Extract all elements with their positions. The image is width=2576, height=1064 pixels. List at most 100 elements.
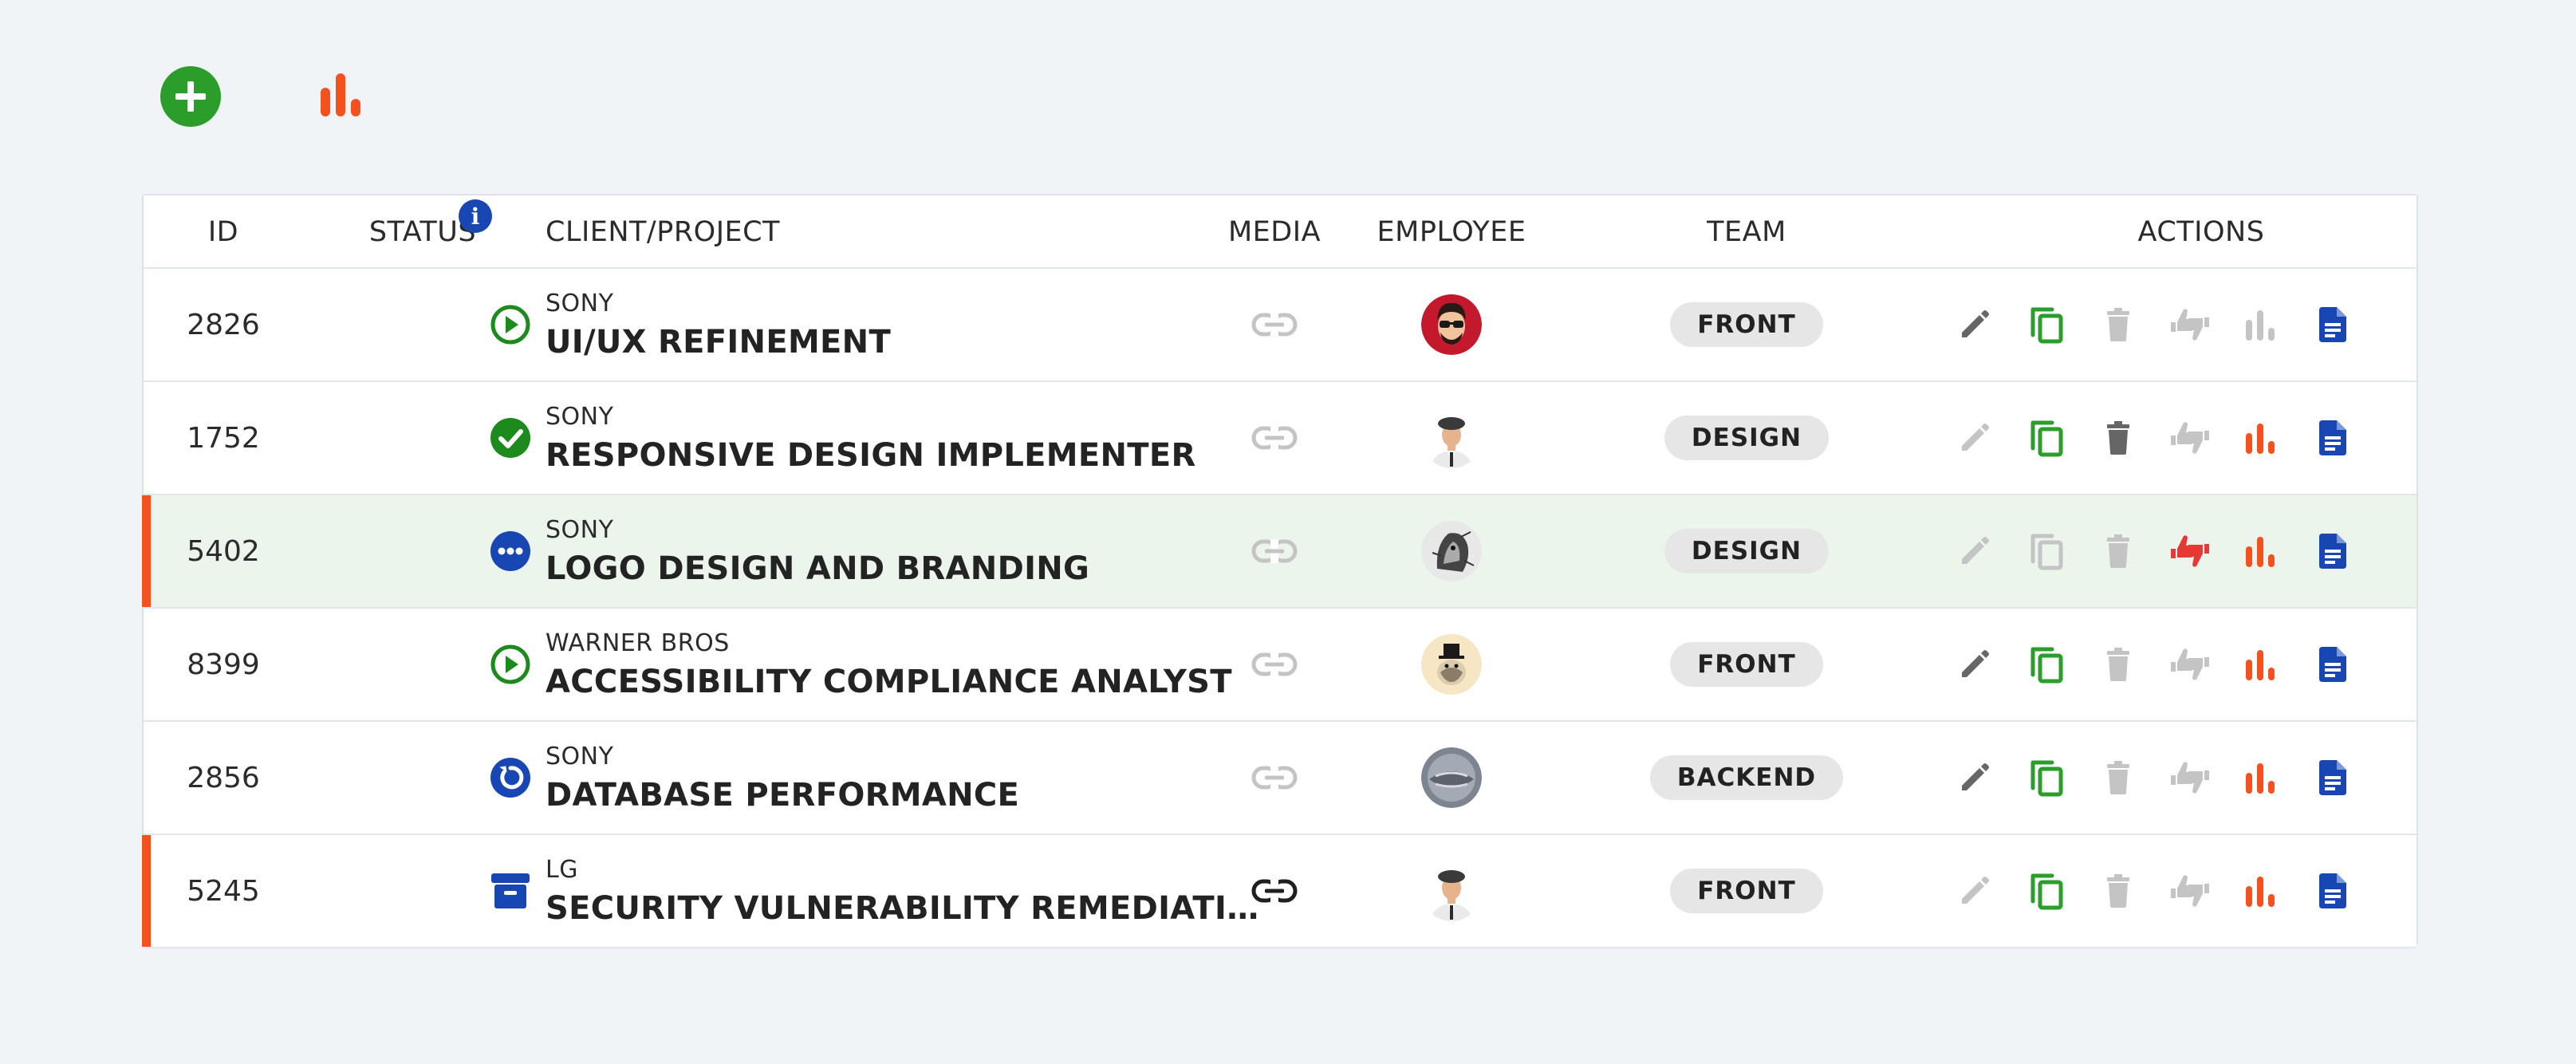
edit-icon[interactable] [1951, 754, 1999, 802]
client-name: WARNER BROS [546, 629, 730, 657]
copy-icon[interactable] [2023, 414, 2070, 462]
copy-icon[interactable] [2023, 867, 2070, 915]
copy-icon[interactable] [2023, 754, 2070, 802]
table-row[interactable]: 5245 LG SECURITY VULNERABILITY REMEDIATI… [142, 835, 2416, 948]
table-row[interactable]: 2856 SONY DATABASE PERFORMANCE BACKEND [144, 722, 2416, 835]
team-cell: FRONT [1627, 269, 1866, 380]
stats-button[interactable] [311, 67, 370, 126]
client-project: SONY RESPONSIVE DESIGN IMPLEMENTER [546, 382, 1311, 494]
document-icon[interactable] [2308, 754, 2356, 802]
table-row[interactable]: 8399 WARNER BROS ACCESSIBILITY COMPLIANC… [144, 609, 2416, 722]
client-project: SONY UI/UX REFINEMENT [546, 269, 1311, 380]
vote-thumbs-icon[interactable] [2166, 301, 2214, 349]
bar-chart-icon[interactable] [2236, 867, 2284, 915]
project-name[interactable]: DATABASE PERFORMANCE [546, 776, 1020, 814]
info-icon[interactable]: i [459, 199, 492, 233]
avatar[interactable] [1421, 634, 1482, 695]
delete-icon[interactable] [2094, 867, 2142, 915]
vote-thumbs-icon[interactable] [2166, 414, 2214, 462]
projects-table: ID STATUS i CLIENT/PROJECT MEDIA EMPLOYE… [142, 194, 2418, 948]
avatar[interactable] [1421, 747, 1482, 808]
avatar[interactable] [1421, 408, 1482, 468]
link-icon[interactable] [1235, 382, 1314, 494]
delete-icon[interactable] [2094, 527, 2142, 575]
play-circle-icon[interactable] [479, 609, 542, 720]
link-icon[interactable] [1235, 835, 1314, 947]
copy-icon[interactable] [2023, 301, 2070, 349]
play-circle-icon[interactable] [479, 269, 542, 380]
team-badge: BACKEND [1649, 755, 1844, 800]
copy-icon[interactable] [2023, 640, 2070, 688]
row-id: 8399 [187, 648, 260, 681]
delete-icon[interactable] [2094, 414, 2142, 462]
edit-icon[interactable] [1951, 640, 1999, 688]
employee-cell [1404, 495, 1499, 607]
link-icon[interactable] [1235, 722, 1314, 833]
delete-icon[interactable] [2094, 301, 2142, 349]
client-project: WARNER BROS ACCESSIBILITY COMPLIANCE ANA… [546, 609, 1311, 720]
vote-thumbs-icon[interactable] [2166, 640, 2214, 688]
edit-icon[interactable] [1951, 867, 1999, 915]
restart-circle-icon[interactable] [479, 722, 542, 833]
check-circle-icon[interactable] [479, 382, 542, 494]
team-badge: DESIGN [1664, 416, 1830, 460]
plus-icon [175, 81, 206, 112]
document-icon[interactable] [2308, 414, 2356, 462]
row-id: 5245 [187, 874, 260, 908]
project-name[interactable]: SECURITY VULNERABILITY REMEDIATI… [546, 889, 1259, 927]
more-circle-icon[interactable] [479, 495, 542, 607]
avatar[interactable] [1421, 294, 1482, 355]
archive-icon[interactable] [479, 835, 542, 947]
link-icon[interactable] [1235, 495, 1314, 607]
bar-chart-icon[interactable] [2236, 754, 2284, 802]
row-flag [142, 835, 151, 947]
delete-icon[interactable] [2094, 640, 2142, 688]
client-name: SONY [546, 289, 614, 317]
bar-chart-icon[interactable] [2236, 640, 2284, 688]
table-row[interactable]: 5402 SONY LOGO DESIGN AND BRANDING DESIG… [142, 495, 2416, 609]
add-button[interactable] [160, 66, 221, 127]
bar-chart-icon[interactable] [2236, 301, 2284, 349]
row-id: 5402 [187, 534, 260, 568]
link-icon[interactable] [1235, 269, 1314, 380]
team-cell: FRONT [1627, 835, 1866, 947]
edit-icon[interactable] [1951, 414, 1999, 462]
client-name: LG [546, 855, 578, 884]
row-id: 1752 [187, 421, 260, 455]
team-cell: FRONT [1627, 609, 1866, 720]
link-icon[interactable] [1235, 609, 1314, 720]
document-icon[interactable] [2308, 527, 2356, 575]
employee-cell [1404, 609, 1499, 720]
header-client-project: CLIENT/PROJECT [546, 216, 780, 248]
vote-thumbs-icon[interactable] [2166, 527, 2214, 575]
header-id: ID [207, 216, 239, 248]
vote-thumbs-icon[interactable] [2166, 754, 2214, 802]
bar-chart-icon [321, 73, 360, 116]
vote-thumbs-icon[interactable] [2166, 867, 2214, 915]
edit-icon[interactable] [1951, 301, 1999, 349]
employee-cell [1404, 269, 1499, 380]
bar-chart-icon[interactable] [2236, 414, 2284, 462]
document-icon[interactable] [2308, 867, 2356, 915]
bar-chart-icon[interactable] [2236, 527, 2284, 575]
table-row[interactable]: 2826 SONY UI/UX REFINEMENT FRONT [144, 269, 2416, 382]
delete-icon[interactable] [2094, 754, 2142, 802]
document-icon[interactable] [2308, 640, 2356, 688]
table-row[interactable]: 1752 SONY RESPONSIVE DESIGN IMPLEMENTER … [144, 382, 2416, 495]
row-id: 2856 [187, 761, 260, 794]
avatar[interactable] [1421, 521, 1482, 581]
avatar[interactable] [1421, 861, 1482, 921]
project-name[interactable]: UI/UX REFINEMENT [546, 323, 892, 361]
edit-icon[interactable] [1951, 527, 1999, 575]
employee-cell [1404, 835, 1499, 947]
project-name[interactable]: LOGO DESIGN AND BRANDING [546, 550, 1090, 587]
project-name[interactable]: ACCESSIBILITY COMPLIANCE ANALYST [546, 663, 1232, 700]
team-badge: FRONT [1670, 642, 1823, 687]
copy-icon[interactable] [2023, 527, 2070, 575]
document-icon[interactable] [2308, 301, 2356, 349]
team-badge: FRONT [1670, 302, 1823, 347]
project-name[interactable]: RESPONSIVE DESIGN IMPLEMENTER [546, 436, 1196, 474]
client-name: SONY [546, 402, 614, 431]
team-badge: FRONT [1670, 869, 1823, 913]
team-cell: BACKEND [1627, 722, 1866, 833]
